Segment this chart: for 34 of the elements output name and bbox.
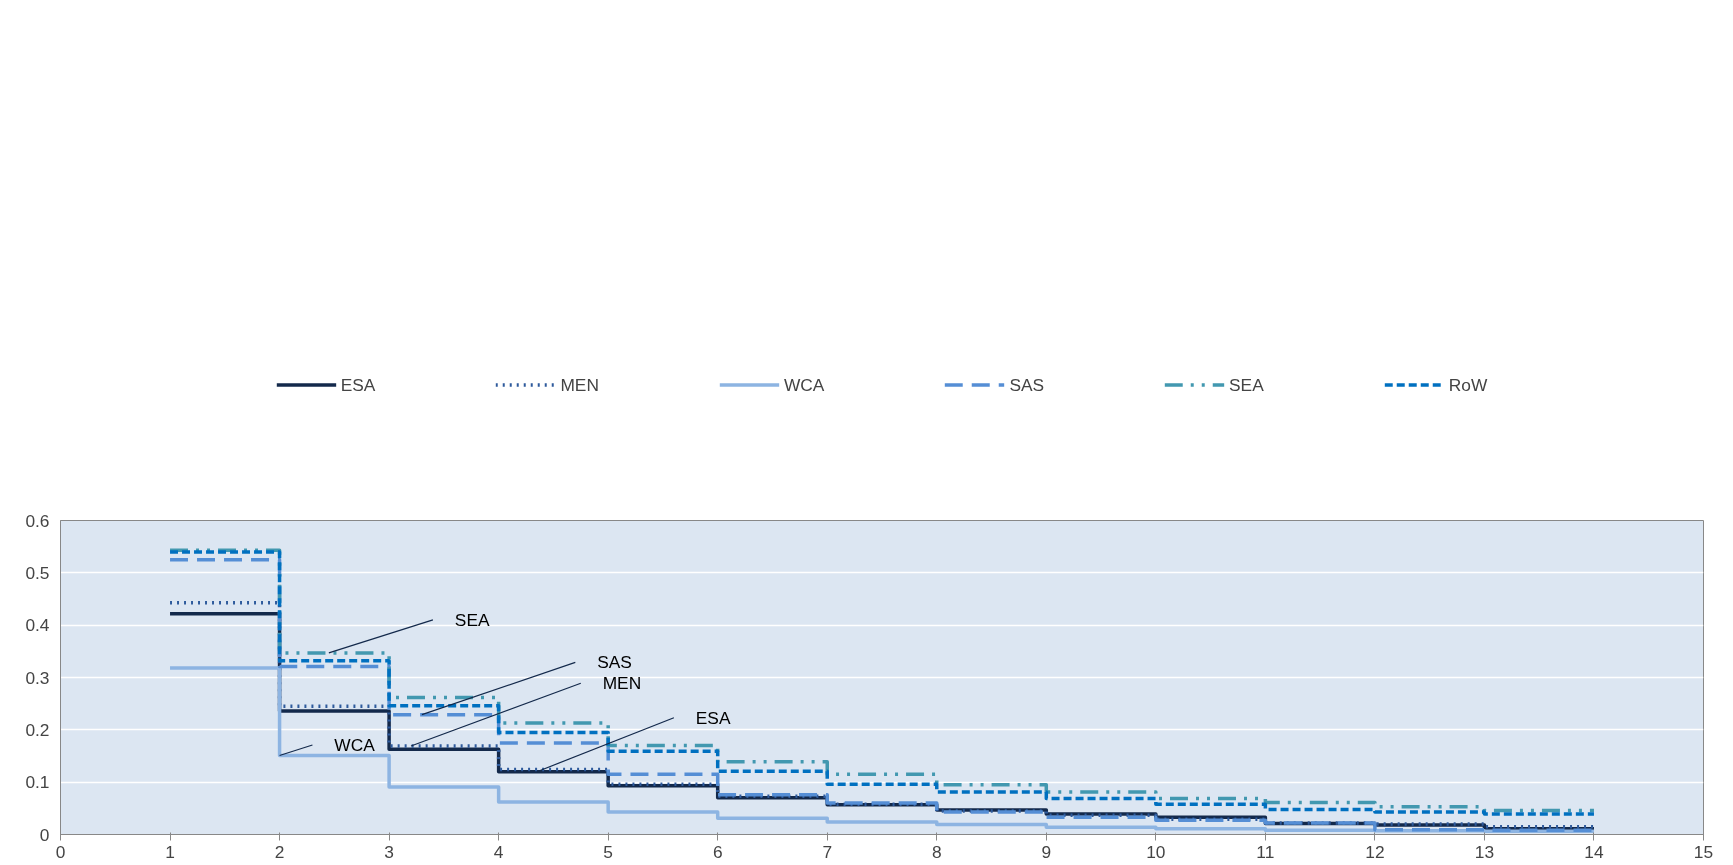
x-tick-label: 3 <box>384 841 394 862</box>
y-tick-label: 0.5 <box>25 562 50 583</box>
annotation: MEN <box>602 673 642 694</box>
x-tick-label: 7 <box>822 841 833 862</box>
x-tick-label: 2 <box>274 841 285 862</box>
x-tick-label: 14 <box>1584 841 1604 862</box>
annotation: WCA <box>334 735 376 756</box>
x-tick-label: 1 <box>165 841 175 862</box>
x-tick-label: 4 <box>493 841 504 862</box>
x-tick-label: 12 <box>1365 841 1385 862</box>
y-tick-label: 0.2 <box>25 719 50 740</box>
y-tick-label: 0.4 <box>25 615 50 636</box>
annotation: SEA <box>454 609 490 630</box>
legend-label: MEN <box>560 374 599 396</box>
x-tick-label: 11 <box>1256 841 1275 862</box>
legend-label: SAS <box>1009 374 1045 396</box>
x-tick-label: 10 <box>1146 841 1166 862</box>
x-tick-label: 0 <box>55 841 66 862</box>
legend-label: ESA <box>340 374 376 396</box>
x-tick-label: 13 <box>1474 841 1495 862</box>
x-tick-label: 9 <box>1041 841 1052 862</box>
y-tick-label: 0.3 <box>25 667 50 688</box>
legend-label: SEA <box>1229 374 1264 396</box>
x-tick-label: 5 <box>603 841 613 862</box>
y-tick-label: 0.6 <box>25 510 50 531</box>
annotation: ESA <box>695 707 731 728</box>
x-tick-label: 6 <box>712 841 723 862</box>
x-tick-label: 15 <box>1693 841 1714 862</box>
y-tick-label: 0 <box>39 824 50 845</box>
legend-label: RoW <box>1448 374 1488 396</box>
y-tick-label: 0.1 <box>25 772 50 793</box>
annotation: SAS <box>597 652 632 673</box>
legend-label: WCA <box>783 374 825 396</box>
x-tick-label: 8 <box>931 841 942 862</box>
